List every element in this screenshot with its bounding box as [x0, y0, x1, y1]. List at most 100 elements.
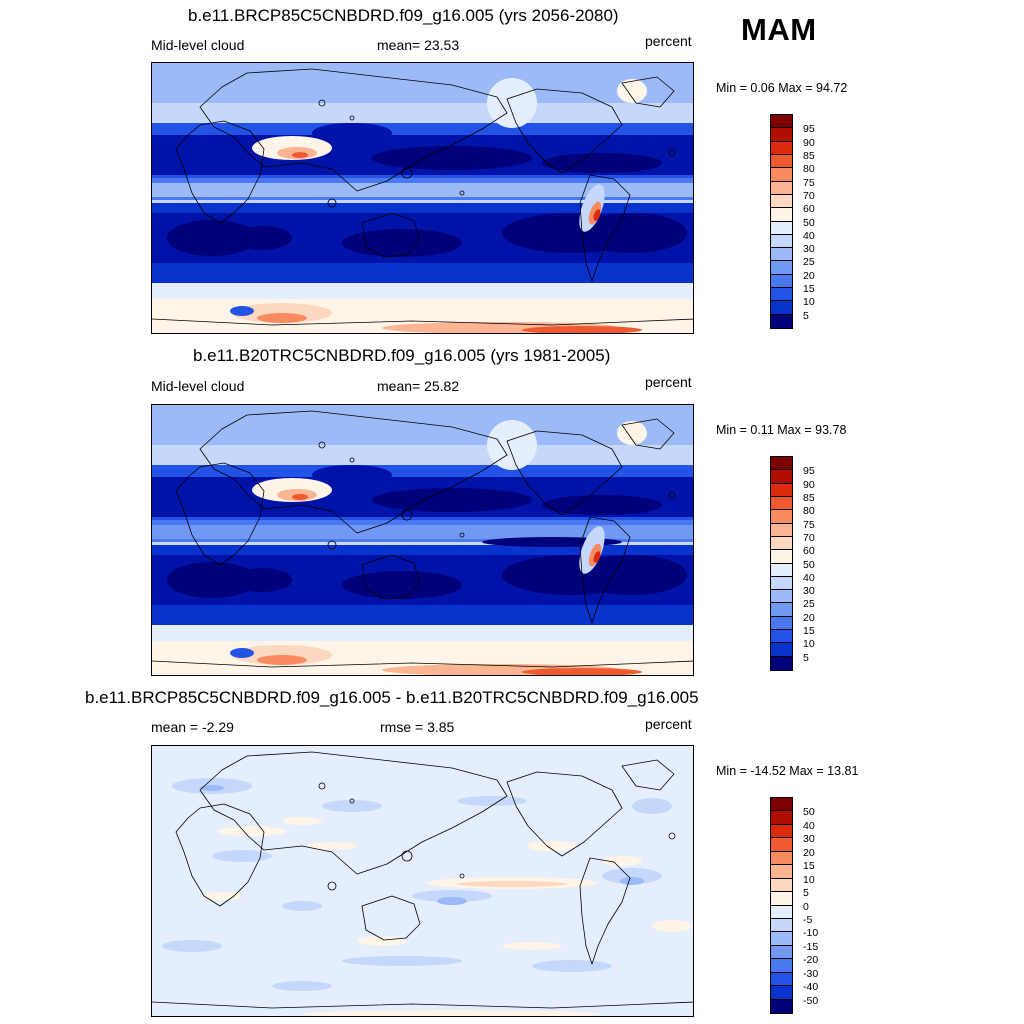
colorbar-segment	[771, 115, 792, 129]
colorbar-tick-label: 90	[803, 478, 815, 491]
colorbar-tick-label: 20	[803, 611, 815, 624]
colorbar-tick-label: 85	[803, 149, 815, 162]
colorbar-segment	[771, 838, 792, 852]
colorbar-tick-label: 75	[803, 518, 815, 531]
colorbar-segment	[771, 798, 792, 812]
colorbar-tick-label: 85	[803, 491, 815, 504]
map-field	[152, 405, 693, 675]
colorbar-tick-label: 90	[803, 136, 815, 149]
colorbar-tick-label: -20	[803, 954, 819, 967]
panel-1-minmax: Min = 0.06 Max = 94.72	[716, 81, 848, 95]
colorbar-segment	[771, 945, 792, 960]
colorbar-tick-label: -5	[803, 913, 813, 926]
colorbar-segment	[771, 932, 792, 946]
colorbar-segment	[771, 154, 792, 169]
colorbar-tick-label: 20	[803, 269, 815, 282]
panel-2-colorbar	[770, 456, 793, 671]
colorbar-segment	[771, 314, 792, 328]
colorbar-segment	[771, 563, 792, 577]
panel-1-colorbar	[770, 114, 793, 329]
colorbar-segment	[771, 510, 792, 524]
colorbar-segment	[771, 234, 792, 249]
colorbar-segment	[771, 496, 792, 511]
colorbar-segment	[771, 972, 792, 987]
panel-1-map	[151, 62, 694, 334]
colorbar-segment	[771, 550, 792, 564]
colorbar-tick-label: 95	[803, 123, 815, 136]
colorbar-segment	[771, 959, 792, 973]
colorbar-segment	[771, 865, 792, 879]
colorbar-tick-label: 15	[803, 625, 815, 638]
colorbar-tick-label: -50	[803, 994, 819, 1007]
colorbar-tick-label: 40	[803, 819, 815, 832]
panel-1-title: b.e11.BRCP85C5CNBDRD.f09_g16.005 (yrs 20…	[188, 6, 619, 25]
panel-3-mean-label: mean = -2.29	[151, 719, 234, 735]
colorbar-tick-label: 80	[803, 163, 815, 176]
colorbar-tick-label: 0	[803, 900, 809, 913]
colorbar-segment	[771, 851, 792, 866]
panel-3-units-label: percent	[645, 716, 692, 732]
colorbar-segment	[771, 483, 792, 497]
colorbar-segment	[771, 221, 792, 235]
colorbar-segment	[771, 918, 792, 933]
colorbar-tick-label: 25	[803, 256, 815, 269]
colorbar-segment	[771, 457, 792, 471]
colorbar-tick-label: 70	[803, 189, 815, 202]
panel-2-minmax: Min = 0.11 Max = 93.78	[716, 423, 847, 437]
colorbar-segment	[771, 194, 792, 209]
colorbar-tick-label: 20	[803, 846, 815, 859]
panel-1-variable-label: Mid-level cloud	[151, 37, 245, 53]
panel-2-variable-label: Mid-level cloud	[151, 378, 245, 394]
panel-2-mean-label: mean= 25.82	[377, 378, 460, 394]
colorbar-segment	[771, 301, 792, 315]
colorbar-tick-label: 15	[803, 283, 815, 296]
colorbar-tick-label: 50	[803, 216, 815, 229]
map-field	[152, 746, 693, 1016]
colorbar-tick-label: -10	[803, 927, 819, 940]
colorbar-segment	[771, 248, 792, 262]
colorbar-segment	[771, 168, 792, 182]
panel-1-units-label: percent	[645, 33, 692, 49]
colorbar-segment	[771, 986, 792, 1000]
panel-3-map	[151, 745, 694, 1017]
colorbar-tick-label: 10	[803, 638, 815, 651]
colorbar-segment	[771, 128, 792, 142]
colorbar-segment	[771, 878, 792, 893]
colorbar-tick-label: 5	[803, 309, 809, 322]
panel-2-units-label: percent	[645, 374, 692, 390]
colorbar-tick-label: 95	[803, 465, 815, 478]
colorbar-segment	[771, 999, 792, 1013]
colorbar-tick-label: 15	[803, 860, 815, 873]
panel-3-rmse-label: rmse = 3.85	[380, 719, 455, 735]
colorbar-tick-label: 30	[803, 833, 815, 846]
colorbar-tick-label: 60	[803, 203, 815, 216]
colorbar-segment	[771, 892, 792, 906]
map-field	[152, 63, 693, 333]
colorbar-tick-label: 50	[803, 558, 815, 571]
panel-2-map	[151, 404, 694, 676]
colorbar-tick-label: -15	[803, 940, 819, 953]
colorbar-tick-label: 25	[803, 598, 815, 611]
panel-2-title: b.e11.B20TRC5CNBDRD.f09_g16.005 (yrs 198…	[193, 346, 611, 365]
colorbar-segment	[771, 616, 792, 631]
colorbar-segment	[771, 261, 792, 275]
season-label: MAM	[741, 12, 817, 47]
colorbar-tick-label: 30	[803, 585, 815, 598]
colorbar-tick-label: -40	[803, 981, 819, 994]
panel-3-colorbar	[770, 797, 793, 1014]
colorbar-tick-label: 40	[803, 571, 815, 584]
colorbar-segment	[771, 141, 792, 155]
colorbar-segment	[771, 643, 792, 657]
colorbar-segment	[771, 181, 792, 195]
colorbar-tick-label: 80	[803, 505, 815, 518]
colorbar-segment	[771, 576, 792, 591]
colorbar-segment	[771, 811, 792, 825]
colorbar-segment	[771, 656, 792, 670]
colorbar-segment	[771, 630, 792, 644]
colorbar-segment	[771, 523, 792, 537]
colorbar-tick-label: 30	[803, 243, 815, 256]
colorbar-tick-label: 10	[803, 296, 815, 309]
colorbar-segment	[771, 590, 792, 604]
panel-1-mean-label: mean= 23.53	[377, 37, 460, 53]
colorbar-tick-label: 40	[803, 229, 815, 242]
